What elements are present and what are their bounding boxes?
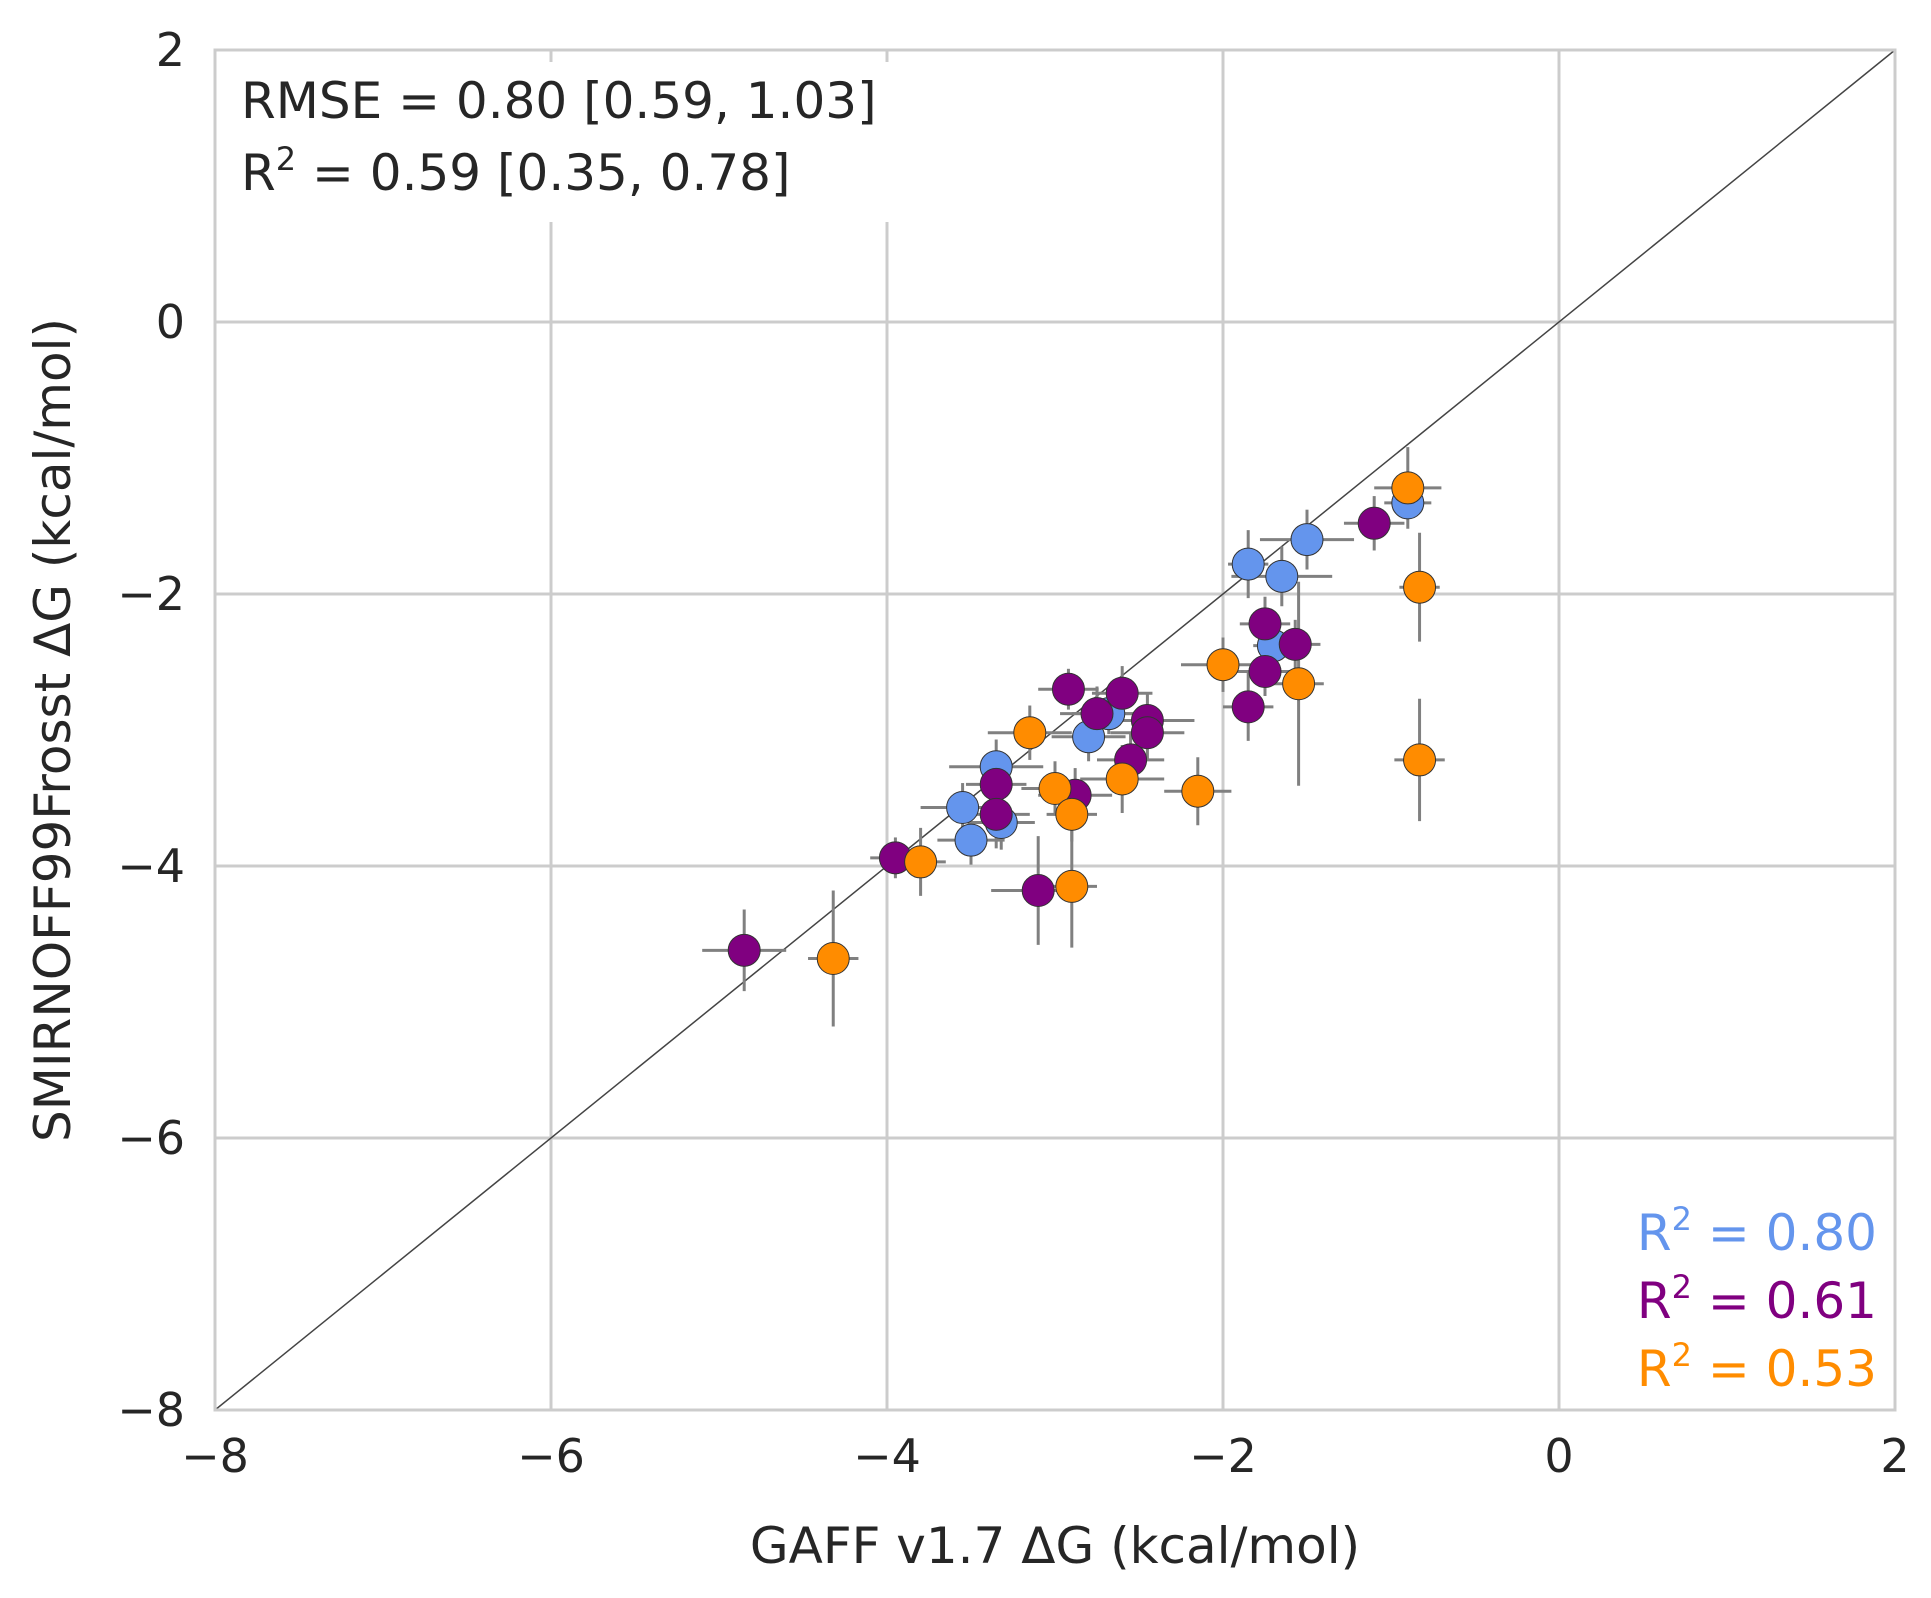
data-point <box>1231 547 1265 581</box>
y-tick-label: −6 <box>117 1111 185 1165</box>
data-point <box>1248 607 1282 641</box>
x-axis-label: GAFF v1.7 ΔG (kcal/mol) <box>750 1517 1360 1575</box>
data-point <box>1021 873 1055 907</box>
data-point <box>1290 523 1324 557</box>
grid-lines <box>215 50 1895 1410</box>
data-point <box>1357 506 1391 540</box>
y-tick-label: −4 <box>117 839 185 893</box>
annotation-box <box>225 62 945 222</box>
data-point <box>1265 559 1299 593</box>
data-point <box>1013 716 1047 750</box>
r2-annotation-prefix: R <box>241 144 276 202</box>
legend-entry: R2 = 0.80 <box>1637 1200 1877 1262</box>
y-tick-label: 0 <box>156 295 185 349</box>
axes-frame <box>213 48 1897 1412</box>
legend-entry-prefix: R <box>1637 1272 1672 1330</box>
data-point <box>1391 471 1425 505</box>
data-point <box>1038 771 1072 805</box>
data-point <box>1181 774 1215 808</box>
data-point <box>1105 762 1139 796</box>
y-tick-label: −2 <box>117 567 185 621</box>
legend-entry-sup: 2 <box>1672 1336 1692 1374</box>
data-point <box>904 845 938 879</box>
data-point <box>1403 743 1437 777</box>
legend-entry-rest: = 0.80 <box>1692 1204 1877 1262</box>
x-tick-label: −6 <box>517 1429 585 1483</box>
y-tick-labels: −8 −6 −4 −2 0 2 <box>117 23 185 1437</box>
data-point <box>1080 697 1114 731</box>
legend-entry-sup: 2 <box>1672 1200 1692 1238</box>
data-point <box>1278 627 1312 661</box>
legend-entry-prefix: R <box>1637 1340 1672 1398</box>
data-point <box>816 941 850 975</box>
r2-annotation-rest: = 0.59 [0.35, 0.78] <box>296 144 790 202</box>
identity-line <box>214 49 1896 1411</box>
identity-line-group <box>214 49 1896 1411</box>
data-point <box>1130 716 1164 750</box>
y-axis-label: SMIRNOFF99Frosst ΔG (kcal/mol) <box>24 318 82 1142</box>
data-point <box>1248 655 1282 689</box>
legend-entry-sup: 2 <box>1672 1268 1692 1306</box>
data-point <box>1282 667 1316 701</box>
legend-entry: R2 = 0.61 <box>1637 1268 1877 1330</box>
x-tick-label: −4 <box>853 1429 921 1483</box>
data-point <box>946 791 980 825</box>
data-point <box>954 823 988 857</box>
r2-annotation: R2 = 0.59 [0.35, 0.78] <box>241 140 790 202</box>
x-tick-labels: −8 −6 −4 −2 0 2 <box>181 1429 1910 1483</box>
data-point <box>1403 570 1437 604</box>
y-tick-label: −8 <box>117 1383 185 1437</box>
data-point <box>1051 672 1085 706</box>
data-point <box>979 797 1013 831</box>
data-point <box>727 933 761 967</box>
x-tick-label: −2 <box>1189 1429 1257 1483</box>
y-tick-label: 2 <box>156 23 185 77</box>
legend-entry: R2 = 0.53 <box>1637 1336 1877 1398</box>
x-tick-label: 2 <box>1880 1429 1909 1483</box>
data-point <box>1055 797 1089 831</box>
rmse-annotation: RMSE = 0.80 [0.59, 1.03] <box>241 72 877 130</box>
x-tick-label: −8 <box>181 1429 249 1483</box>
x-tick-label: 0 <box>1544 1429 1573 1483</box>
data-points <box>727 471 1437 975</box>
data-point <box>1206 648 1240 682</box>
legend-entry-rest: = 0.53 <box>1692 1340 1877 1398</box>
data-point <box>1055 869 1089 903</box>
legend-entry-rest: = 0.61 <box>1692 1272 1877 1330</box>
legend-entry-prefix: R <box>1637 1204 1672 1262</box>
data-point <box>1231 690 1265 724</box>
data-point <box>979 767 1013 801</box>
r2-annotation-sup: 2 <box>276 140 296 178</box>
data-point <box>1105 676 1139 710</box>
